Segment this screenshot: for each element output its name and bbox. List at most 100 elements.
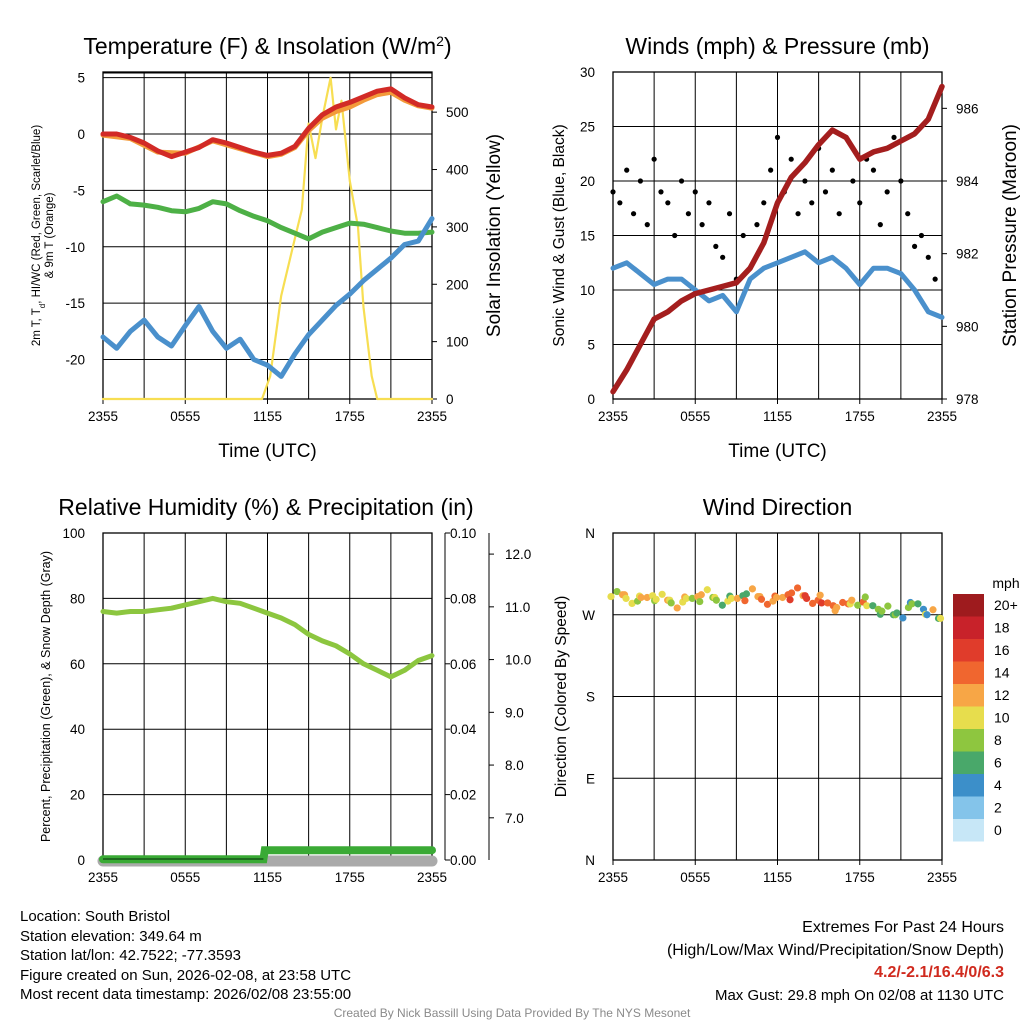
temperature-xtick-label: 0555 (170, 409, 200, 424)
direction-point (809, 599, 817, 608)
winds-gust-point (637, 178, 644, 184)
direction-point (712, 596, 720, 604)
humidity-y3tick-label: 11.0 (505, 600, 530, 615)
direction-xtick-label: 1155 (763, 870, 792, 885)
winds-gust-point (788, 156, 794, 162)
temperature-series-yellow (101, 76, 434, 401)
temperature-chart: 2355 0555 1155 1755 2355 5 0 -5 -10 -15 -20 0 100 200… (31, 33, 505, 462)
winds-gust-point (795, 211, 801, 217)
winds-y2tick-label: 986 (956, 101, 979, 116)
winds-gust-point (685, 211, 691, 217)
direction-point (793, 584, 802, 592)
temperature-xtick-label: 2355 (417, 409, 447, 424)
temperature-ylabel-right: Solar Insolation (Yellow) (484, 134, 505, 337)
direction-legend-label: 4 (994, 777, 1002, 793)
humidity-y3tick-label: 10.0 (505, 653, 531, 668)
temperature-ylabel-line2: & 9m T (Orange) (44, 192, 56, 278)
humidity-y2tick-label: 0.10 (450, 526, 476, 541)
temperature-y2tick-label: 0 (446, 392, 454, 407)
direction-point (869, 602, 877, 610)
direction-point (929, 606, 937, 614)
direction-point (727, 594, 735, 603)
winds-gust-point (768, 167, 774, 173)
direction-ytick-label: N (585, 853, 595, 868)
direction-legend-swatch (953, 684, 984, 707)
humidity-y3tick-label: 12.0 (505, 547, 531, 562)
winds-gust-point (713, 243, 719, 249)
station-location: Location: South Bristol (20, 908, 171, 925)
winds-gust-point (658, 189, 664, 195)
humidity-ytick-label: 80 (70, 591, 85, 606)
temperature-ytick-label: -15 (65, 296, 85, 311)
direction-legend-swatch (953, 751, 984, 774)
direction-point (936, 614, 945, 622)
winds-ytick-label: 30 (580, 65, 595, 80)
winds-gust-point (925, 254, 931, 260)
winds-gust-point (829, 167, 835, 173)
temperature-ytick-label: -20 (65, 353, 85, 368)
winds-ytick-label: 0 (587, 392, 595, 407)
direction-title: Wind Direction (703, 494, 853, 520)
humidity-y3tick-label: 9.0 (505, 705, 524, 720)
direction-point (816, 591, 824, 599)
winds-gust-point (624, 167, 630, 173)
station-elevation: Station elevation: 349.64 m (20, 927, 202, 945)
extremes-box: Extremes For Past 24 Hours (High/Low/Max… (667, 917, 1004, 1007)
winds-gust-point (706, 200, 712, 206)
direction-xtick-label: 0555 (680, 870, 710, 885)
figure-created: Figure created on Sun, 2026-02-08, at 23… (20, 966, 352, 984)
direction-point (682, 594, 690, 603)
direction-point (628, 599, 636, 608)
humidity-series-rh (100, 595, 435, 680)
humidity-y3tick-label: 7.0 (505, 811, 524, 826)
winds-title: Winds (mph) & Pressure (mb) (625, 33, 929, 59)
winds-gust-point (898, 178, 904, 184)
direction-point (652, 595, 660, 603)
humidity-ytick-label: 60 (70, 657, 85, 672)
direction-point (673, 604, 681, 612)
humidity-ytick-label: 0 (77, 853, 85, 868)
direction-xtick-label: 2355 (598, 870, 628, 885)
humidity-xtick-label: 1155 (253, 870, 282, 885)
direction-point (786, 596, 794, 604)
direction-xtick-label: 2355 (927, 870, 957, 885)
winds-gust-point (932, 276, 938, 282)
humidity-chart: 2355 0555 1155 1755 23550204060801000.000.02… (39, 494, 531, 885)
winds-gust-point (692, 189, 698, 195)
winds-ytick-label: 15 (580, 229, 595, 244)
humidity-y2tick-label: 0.08 (450, 591, 476, 606)
humidity-y2tick-label: 0.06 (450, 657, 476, 672)
humidity-ylabel: Percent, Precipitation (Green), & Snow D… (39, 551, 53, 842)
winds-gust-point (802, 178, 808, 184)
winds-gust-point (720, 254, 726, 260)
direction-legend-swatch (953, 819, 984, 842)
temperature-y2tick-label: 400 (446, 163, 469, 178)
temperature-ylabel-line1-end: , HI/WC (Red, Green, Scarlet/Blue) (31, 125, 43, 304)
winds-ytick-label: 20 (580, 174, 595, 189)
direction-point (824, 599, 832, 607)
winds-gust-point (836, 211, 842, 217)
winds-gust-point (754, 222, 760, 228)
recent-timestamp: Most recent data timestamp: 2026/02/08 2… (20, 986, 352, 1003)
direction-legend-label: 20+ (994, 597, 1018, 613)
winds-gust-point (918, 232, 925, 239)
direction-legend-label: 18 (994, 620, 1010, 636)
temperature-series-green (100, 193, 435, 242)
direction-xtick-label: 1755 (845, 870, 875, 885)
winds-gust-point (740, 232, 746, 239)
winds-gust-point (726, 211, 733, 217)
direction-point (772, 593, 781, 602)
direction-point (643, 593, 651, 602)
winds-gust-point (911, 243, 918, 249)
direction-point (833, 603, 841, 612)
winds-gust-point (884, 189, 890, 195)
direction-ytick-label: E (586, 771, 595, 786)
winds-ytick-label: 25 (580, 120, 595, 135)
extremes-values: 4.2/-2.1/16.4/0/6.3 (874, 964, 1004, 981)
humidity-ytick-label: 20 (70, 788, 85, 803)
direction-point (787, 589, 796, 597)
winds-y2tick-label: 980 (956, 319, 979, 334)
direction-point (863, 602, 871, 610)
humidity-xtick-label: 2355 (88, 870, 118, 885)
